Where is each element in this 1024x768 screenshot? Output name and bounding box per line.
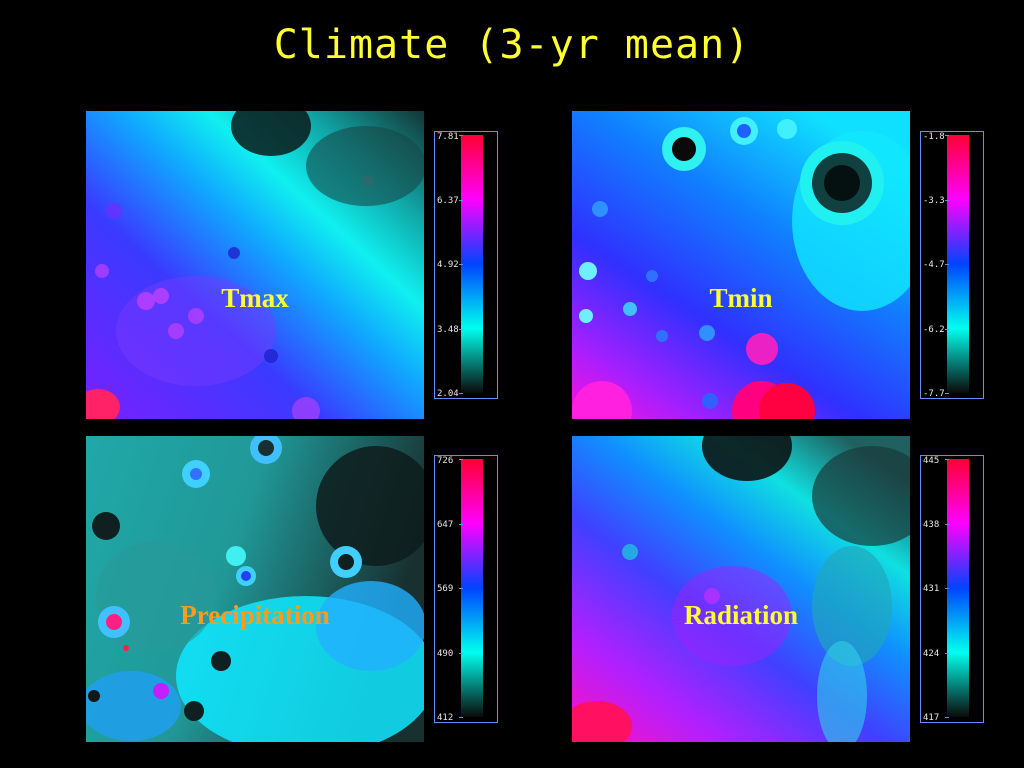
tmax-colorbar: 7.81 6.37 4.92 3.48 2.04 bbox=[434, 131, 498, 399]
precipitation-colorbar: 726 647 569 490 412 bbox=[434, 455, 498, 723]
colorbar-tickmark bbox=[945, 135, 949, 136]
colorbar-tickmark bbox=[945, 717, 949, 718]
colorbar-tickmark bbox=[945, 588, 949, 589]
colorbar-tick: 4.92 bbox=[437, 260, 459, 270]
colorbar-tick: 490 bbox=[437, 649, 454, 659]
colorbar-tickmark bbox=[945, 524, 949, 525]
colorbar-frame bbox=[434, 131, 498, 399]
colorbar-tick: 438 bbox=[923, 520, 940, 530]
colorbar-tickmark bbox=[945, 329, 949, 330]
colorbar-tick: 6.37 bbox=[437, 196, 459, 206]
colorbar-tick: -7.7 bbox=[923, 389, 945, 399]
colorbar-tickmark bbox=[945, 653, 949, 654]
colorbar-tickmark bbox=[459, 653, 463, 654]
colorbar-frame bbox=[434, 455, 498, 723]
colorbar-tickmark bbox=[459, 524, 463, 525]
radiation-label: Radiation bbox=[683, 600, 799, 630]
colorbar-tick: 7.81 bbox=[437, 132, 459, 142]
colorbar-tick: -1.8 bbox=[923, 132, 945, 142]
radiation-colorbar: 445 438 431 424 417 bbox=[920, 455, 984, 723]
colorbar-tickmark bbox=[945, 264, 949, 265]
colorbar-tickmark bbox=[945, 200, 949, 201]
colorbar-tick: 431 bbox=[923, 584, 940, 594]
precipitation-label: Precipitation bbox=[180, 600, 330, 630]
colorbar-gradient bbox=[461, 459, 483, 717]
tmax-heatmap-image bbox=[86, 111, 424, 419]
colorbar-gradient bbox=[947, 135, 969, 393]
precipitation-heatmap: Precipitation bbox=[86, 436, 424, 744]
colorbar-tick: -6.2 bbox=[923, 325, 945, 335]
colorbar-gradient bbox=[461, 135, 483, 393]
colorbar-tick: 2.04 bbox=[437, 389, 459, 399]
colorbar-tickmark bbox=[459, 459, 463, 460]
colorbar-tickmark bbox=[945, 459, 949, 460]
slide-title: Climate (3-yr mean) bbox=[273, 22, 751, 68]
tmax-label: Tmax bbox=[221, 283, 289, 313]
tmin-heatmap-image bbox=[572, 111, 910, 419]
colorbar-tick: 445 bbox=[923, 456, 940, 466]
colorbar-tickmark bbox=[459, 329, 463, 330]
colorbar-tick: 3.48 bbox=[437, 325, 459, 335]
radiation-heatmap: Radiation bbox=[572, 436, 910, 744]
colorbar-tick: 569 bbox=[437, 584, 454, 594]
colorbar-tickmark bbox=[459, 588, 463, 589]
tmin-colorbar: -1.8 -3.3 -4.7 -6.2 -7.7 bbox=[920, 131, 984, 399]
colorbar-tick: 424 bbox=[923, 649, 940, 659]
colorbar-tickmark bbox=[459, 717, 463, 718]
colorbar-frame bbox=[920, 131, 984, 399]
colorbar-gradient bbox=[947, 459, 969, 717]
colorbar-tick: 647 bbox=[437, 520, 454, 530]
colorbar-tick: -4.7 bbox=[923, 260, 945, 270]
colorbar-tickmark bbox=[459, 200, 463, 201]
radiation-heatmap-image bbox=[572, 436, 910, 742]
colorbar-tick: 417 bbox=[923, 713, 940, 723]
tmin-heatmap: Tmin bbox=[572, 111, 910, 419]
colorbar-tickmark bbox=[459, 393, 463, 394]
colorbar-tickmark bbox=[459, 135, 463, 136]
tmax-heatmap: Tmax bbox=[86, 111, 424, 419]
colorbar-frame bbox=[920, 455, 984, 723]
precipitation-heatmap-image bbox=[86, 436, 424, 742]
colorbar-tickmark bbox=[945, 393, 949, 394]
tmin-label: Tmin bbox=[709, 283, 773, 313]
colorbar-tick: 726 bbox=[437, 456, 454, 466]
colorbar-tick: 412 bbox=[437, 713, 454, 723]
colorbar-tickmark bbox=[459, 264, 463, 265]
colorbar-tick: -3.3 bbox=[923, 196, 945, 206]
